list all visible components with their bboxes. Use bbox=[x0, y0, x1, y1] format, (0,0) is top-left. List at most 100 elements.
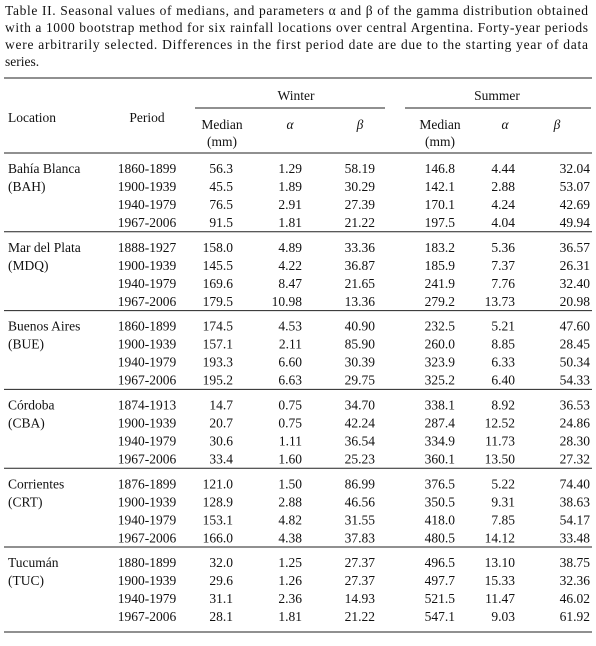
column-header: Median bbox=[419, 117, 460, 132]
value-cell: 480.5 bbox=[425, 530, 456, 545]
value-cell: 32.0 bbox=[209, 555, 233, 570]
value-cell: 166.0 bbox=[203, 530, 234, 545]
value-cell: 33.4 bbox=[209, 451, 233, 466]
value-cell: 146.8 bbox=[425, 161, 456, 176]
caption-line: with a 1000 bootstrap method for six rai… bbox=[5, 20, 588, 35]
site-code: (TUC) bbox=[8, 573, 44, 588]
value-cell: 29.75 bbox=[345, 373, 376, 388]
value-cell: 1.26 bbox=[278, 573, 302, 588]
value-cell: 36.53 bbox=[560, 397, 591, 412]
caption-line: series. bbox=[5, 54, 39, 69]
value-cell: 1.29 bbox=[278, 161, 302, 176]
value-cell: 334.9 bbox=[425, 433, 456, 448]
value-cell: 28.45 bbox=[560, 337, 591, 352]
value-cell: 30.6 bbox=[209, 433, 233, 448]
value-cell: 6.63 bbox=[278, 373, 302, 388]
value-cell: 32.36 bbox=[560, 573, 591, 588]
value-cell: 13.36 bbox=[345, 294, 376, 309]
value-cell: 232.5 bbox=[425, 319, 456, 334]
value-cell: 2.88 bbox=[491, 179, 515, 194]
group-header: Winter bbox=[278, 88, 315, 103]
value-cell: 32.04 bbox=[560, 161, 591, 176]
value-cell: 11.73 bbox=[485, 433, 515, 448]
value-cell: 10.98 bbox=[272, 294, 303, 309]
value-cell: 2.36 bbox=[278, 591, 302, 606]
value-cell: 27.37 bbox=[345, 573, 376, 588]
caption-line: were arbitrarily selected. Differences i… bbox=[5, 37, 588, 52]
value-cell: 169.6 bbox=[203, 276, 234, 291]
value-cell: 36.87 bbox=[345, 258, 376, 273]
value-cell: 53.07 bbox=[560, 179, 591, 194]
column-header: α bbox=[501, 117, 509, 132]
site-name: Mar del Plata bbox=[8, 240, 81, 255]
period-cell: 1900-1939 bbox=[118, 573, 177, 588]
value-cell: 1.25 bbox=[278, 555, 302, 570]
period-cell: 1880-1899 bbox=[118, 555, 177, 570]
value-cell: 4.04 bbox=[491, 215, 515, 230]
value-cell: 5.21 bbox=[491, 319, 515, 334]
value-cell: 260.0 bbox=[425, 337, 456, 352]
value-cell: 27.39 bbox=[345, 197, 376, 212]
value-cell: 0.75 bbox=[278, 397, 302, 412]
value-cell: 31.55 bbox=[345, 512, 376, 527]
value-cell: 197.5 bbox=[425, 215, 456, 230]
value-cell: 195.2 bbox=[203, 373, 233, 388]
period-cell: 1967-2006 bbox=[118, 451, 177, 466]
value-cell: 1.60 bbox=[278, 451, 302, 466]
site-code: (BUE) bbox=[8, 337, 44, 352]
value-cell: 1.89 bbox=[278, 179, 302, 194]
value-cell: 185.9 bbox=[425, 258, 456, 273]
value-cell: 2.11 bbox=[279, 337, 302, 352]
value-cell: 4.24 bbox=[491, 197, 515, 212]
value-cell: 76.5 bbox=[209, 197, 233, 212]
period-cell: 1967-2006 bbox=[118, 373, 177, 388]
value-cell: 56.3 bbox=[209, 161, 233, 176]
value-cell: 54.33 bbox=[560, 373, 591, 388]
period-cell: 1967-2006 bbox=[118, 530, 177, 545]
value-cell: 8.92 bbox=[491, 397, 515, 412]
value-cell: 170.1 bbox=[425, 197, 455, 212]
period-cell: 1940-1979 bbox=[118, 512, 177, 527]
value-cell: 2.88 bbox=[278, 494, 302, 509]
value-cell: 13.73 bbox=[485, 294, 516, 309]
value-cell: 21.22 bbox=[345, 215, 375, 230]
site-name: Tucumán bbox=[8, 555, 59, 570]
site-name: Bahía Blanca bbox=[8, 161, 80, 176]
value-cell: 32.40 bbox=[560, 276, 591, 291]
value-cell: 21.22 bbox=[345, 609, 375, 624]
period-cell: 1967-2006 bbox=[118, 609, 177, 624]
period-cell: 1900-1939 bbox=[118, 337, 177, 352]
value-cell: 1.11 bbox=[279, 433, 302, 448]
value-cell: 4.38 bbox=[278, 530, 302, 545]
value-cell: 279.2 bbox=[425, 294, 455, 309]
value-cell: 4.22 bbox=[278, 258, 302, 273]
value-cell: 20.7 bbox=[209, 415, 233, 430]
period-cell: 1900-1939 bbox=[118, 415, 177, 430]
value-cell: 37.83 bbox=[345, 530, 376, 545]
period-cell: 1860-1899 bbox=[118, 319, 177, 334]
value-cell: 85.90 bbox=[345, 337, 376, 352]
column-unit: (mm) bbox=[207, 134, 237, 149]
value-cell: 86.99 bbox=[345, 476, 376, 491]
value-cell: 1.81 bbox=[278, 609, 302, 624]
value-cell: 27.32 bbox=[560, 451, 590, 466]
site-code: (CRT) bbox=[8, 494, 42, 509]
value-cell: 13.10 bbox=[485, 555, 516, 570]
value-cell: 145.5 bbox=[203, 258, 234, 273]
value-cell: 38.75 bbox=[560, 555, 591, 570]
value-cell: 376.5 bbox=[425, 476, 456, 491]
value-cell: 7.76 bbox=[491, 276, 515, 291]
value-cell: 6.60 bbox=[278, 355, 302, 370]
value-cell: 521.5 bbox=[425, 591, 456, 606]
value-cell: 2.91 bbox=[278, 197, 302, 212]
site-name: Buenos Aires bbox=[8, 319, 80, 334]
caption-line: Table II. Seasonal values of medians, an… bbox=[5, 3, 588, 18]
value-cell: 5.36 bbox=[491, 240, 515, 255]
value-cell: 7.37 bbox=[491, 258, 515, 273]
value-cell: 29.6 bbox=[209, 573, 233, 588]
value-cell: 13.50 bbox=[485, 451, 516, 466]
period-cell: 1967-2006 bbox=[118, 215, 177, 230]
value-cell: 74.40 bbox=[560, 476, 591, 491]
period-cell: 1900-1939 bbox=[118, 494, 177, 509]
